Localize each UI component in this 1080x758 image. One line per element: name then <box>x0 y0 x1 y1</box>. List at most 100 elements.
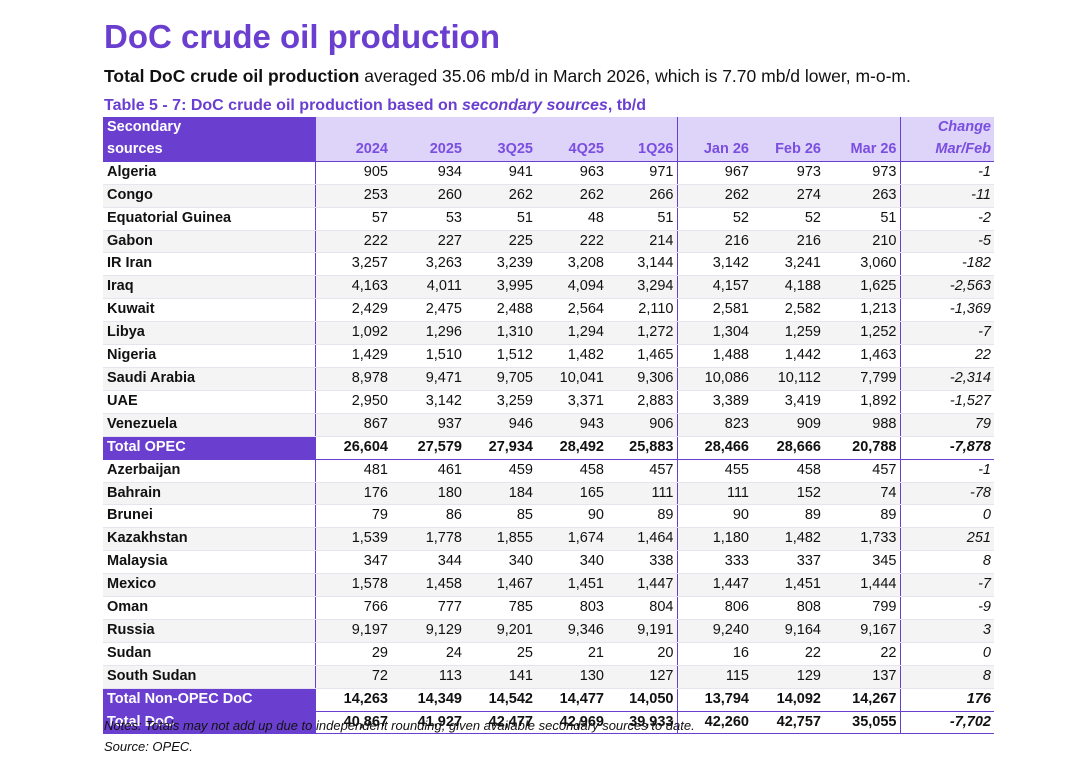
value-cell: 48 <box>536 207 607 231</box>
value-cell: 210 <box>824 230 900 254</box>
row-label: Brunei <box>103 504 315 529</box>
value-cell: 42,969 <box>536 710 607 735</box>
value-cell: 803 <box>536 596 607 620</box>
value-cell: 253 <box>314 184 391 208</box>
value-cell: 274 <box>752 184 824 208</box>
table-row: Russia 9,197 9,129 9,201 9,346 9,191 9,240 9,16… <box>103 619 994 643</box>
change-cell: 0 <box>899 504 994 529</box>
value-cell: 42,477 <box>465 710 536 735</box>
value-cell: 9,240 <box>676 619 752 643</box>
value-cell: 184 <box>465 482 536 506</box>
table-row: Libya 1,092 1,296 1,310 1,294 1,272 1,304 1,259… <box>103 321 994 346</box>
value-cell: 967 <box>676 161 752 185</box>
value-cell: 1,488 <box>676 344 752 368</box>
value-cell: 3,142 <box>676 252 752 277</box>
table-row: Nigeria 1,429 1,510 1,512 1,482 1,465 1,488 1,4… <box>103 344 994 368</box>
change-cell: -1,527 <box>899 390 994 414</box>
value-cell: 455 <box>676 459 752 483</box>
summary-sentence: Total DoC crude oil production averaged … <box>104 66 911 87</box>
value-cell: 946 <box>465 413 536 437</box>
value-cell: 57 <box>314 207 391 231</box>
value-cell: 344 <box>391 550 465 575</box>
table-row: Equatorial Guinea 57 53 51 48 51 52 52 51 -2 <box>103 207 994 231</box>
value-cell: 51 <box>465 207 536 231</box>
column-header: Feb 26 <box>752 138 824 162</box>
value-cell: 4,188 <box>752 275 824 300</box>
value-cell: 152 <box>752 482 824 506</box>
value-cell: 111 <box>607 482 677 506</box>
value-cell: 9,129 <box>391 619 465 643</box>
value-cell: 222 <box>314 230 391 254</box>
change-cell: -2,314 <box>899 367 994 391</box>
value-cell: 21 <box>536 642 607 666</box>
table-row: UAE 2,950 3,142 3,259 3,371 2,883 3,389 3,419 1,… <box>103 390 994 414</box>
value-cell: 9,197 <box>314 619 391 643</box>
value-cell: 39,933 <box>607 710 677 735</box>
page-title: DoC crude oil production <box>104 18 500 55</box>
change-cell: 22 <box>899 344 994 368</box>
row-label: Russia <box>103 619 315 643</box>
value-cell: 340 <box>536 550 607 575</box>
value-cell: 40,867 <box>314 710 391 735</box>
value-cell: 1,304 <box>676 321 752 346</box>
value-cell: 26,604 <box>314 435 391 460</box>
row-label: Total OPEC <box>103 435 315 460</box>
value-cell: 1,259 <box>752 321 824 346</box>
value-cell: 2,488 <box>465 298 536 323</box>
value-cell: 113 <box>391 665 465 689</box>
row-label: Gabon <box>103 230 315 254</box>
change-cell: -1 <box>899 161 994 185</box>
value-cell: 808 <box>752 596 824 620</box>
change-cell: 176 <box>899 687 994 712</box>
value-cell: 74 <box>824 482 900 506</box>
value-cell: 227 <box>391 230 465 254</box>
value-cell: 4,157 <box>676 275 752 300</box>
value-cell: 52 <box>752 207 824 231</box>
value-cell: 2,582 <box>752 298 824 323</box>
value-cell: 216 <box>752 230 824 254</box>
value-cell: 22 <box>824 642 900 666</box>
value-cell: 1,482 <box>536 344 607 368</box>
change-cell: -11 <box>899 184 994 208</box>
value-cell: 973 <box>752 161 824 185</box>
row-label: Iraq <box>103 275 315 300</box>
change-cell: -9 <box>899 596 994 620</box>
value-cell: 1,465 <box>607 344 677 368</box>
value-cell: 129 <box>752 665 824 689</box>
change-cell: 0 <box>899 642 994 666</box>
value-cell: 51 <box>607 207 677 231</box>
value-cell: 9,164 <box>752 619 824 643</box>
value-cell: 2,475 <box>391 298 465 323</box>
table-caption: Table 5 - 7: DoC crude oil production ba… <box>104 97 646 115</box>
value-cell: 7,799 <box>824 367 900 391</box>
value-cell: 27,934 <box>465 435 536 460</box>
value-cell: 457 <box>607 459 677 483</box>
value-cell: 1,310 <box>465 321 536 346</box>
value-cell: 25,883 <box>607 435 677 460</box>
row-label: Mexico <box>103 573 315 598</box>
value-cell: 1,429 <box>314 344 391 368</box>
change-cell: 8 <box>899 665 994 689</box>
value-cell: 943 <box>536 413 607 437</box>
change-cell: 79 <box>899 413 994 437</box>
value-cell: 1,463 <box>824 344 900 368</box>
value-cell: 28,666 <box>752 435 824 460</box>
value-cell: 9,167 <box>824 619 900 643</box>
value-cell: 1,294 <box>536 321 607 346</box>
value-cell: 262 <box>676 184 752 208</box>
change-cell: 8 <box>899 550 994 575</box>
value-cell: 10,041 <box>536 367 607 391</box>
value-cell: 988 <box>824 413 900 437</box>
value-cell: 3,294 <box>607 275 677 300</box>
value-cell: 260 <box>391 184 465 208</box>
value-cell: 262 <box>536 184 607 208</box>
value-cell: 225 <box>465 230 536 254</box>
column-header: 1Q26 <box>607 138 677 162</box>
value-cell: 1,539 <box>314 527 391 552</box>
value-cell: 1,510 <box>391 344 465 368</box>
value-cell: 90 <box>676 504 752 529</box>
table-row: Algeria 905 934 941 963 971 967 973 973 -1 <box>103 161 994 185</box>
value-cell: 1,733 <box>824 527 900 552</box>
value-cell: 72 <box>314 665 391 689</box>
value-cell: 461 <box>391 459 465 483</box>
